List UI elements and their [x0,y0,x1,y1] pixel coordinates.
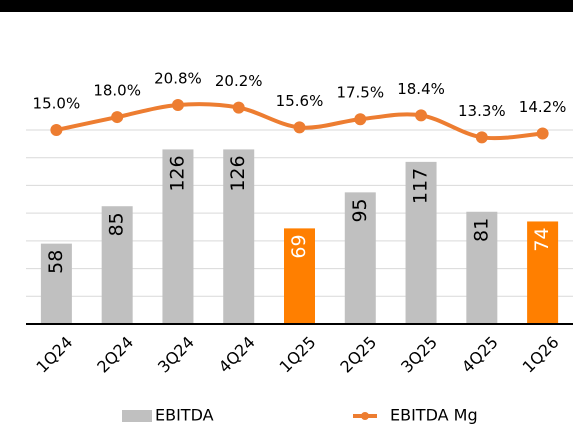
header-bar [0,0,573,12]
bar [101,206,133,324]
bar-value-label: 74 [531,227,553,251]
bar-value-label: 95 [349,198,371,222]
bar [40,243,72,324]
line-value-label: 20.8% [154,69,202,87]
legend-label: EBITDA Mg [390,406,478,425]
line-value-label: 14.2% [519,98,567,116]
line-value-label: 15.6% [276,92,324,110]
legend-label: EBITDA [155,406,214,425]
bar [223,149,255,324]
line-marker [415,109,428,122]
line-value-label: 15.0% [33,95,81,113]
bar [284,228,315,324]
x-tick-label: 1Q24 [32,333,76,377]
line-value-label: 20.2% [215,72,263,90]
x-tick-label: 3Q24 [154,333,198,377]
line-value-label: 18.4% [397,80,445,98]
x-tick-label: 2Q25 [336,333,380,377]
line-value-label: 17.5% [336,84,384,102]
bar-value-label: 69 [288,234,310,258]
bar-value-label: 58 [45,250,67,274]
line-marker [171,98,184,111]
bar-value-label: 117 [410,168,432,204]
line-marker [111,111,124,124]
bar-value-label: 126 [166,155,188,191]
line-marker [354,113,367,126]
line-marker [293,121,306,134]
x-tick-label: 4Q25 [458,333,502,377]
x-tick-label: 4Q24 [215,333,259,377]
legend-swatch-marker [361,412,369,420]
line-value-label: 18.0% [93,82,141,100]
bar [162,149,194,324]
bar-value-label: 85 [106,212,128,236]
line-marker [475,131,488,144]
line-marker [232,101,245,114]
x-tick-label: 2Q24 [93,333,137,377]
x-tick-label: 3Q25 [397,333,441,377]
legend-swatch [122,410,152,422]
x-tick-label: 1Q26 [519,333,563,377]
line-value-label: 13.3% [458,102,506,120]
line-marker [50,124,63,136]
x-tick-label: 1Q25 [276,333,320,377]
bar [344,192,376,324]
line-marker [536,127,549,140]
bar [405,161,437,324]
bar [527,221,559,324]
bar [466,211,498,324]
bar-value-label: 81 [470,218,492,242]
bar-value-label: 126 [227,155,249,191]
